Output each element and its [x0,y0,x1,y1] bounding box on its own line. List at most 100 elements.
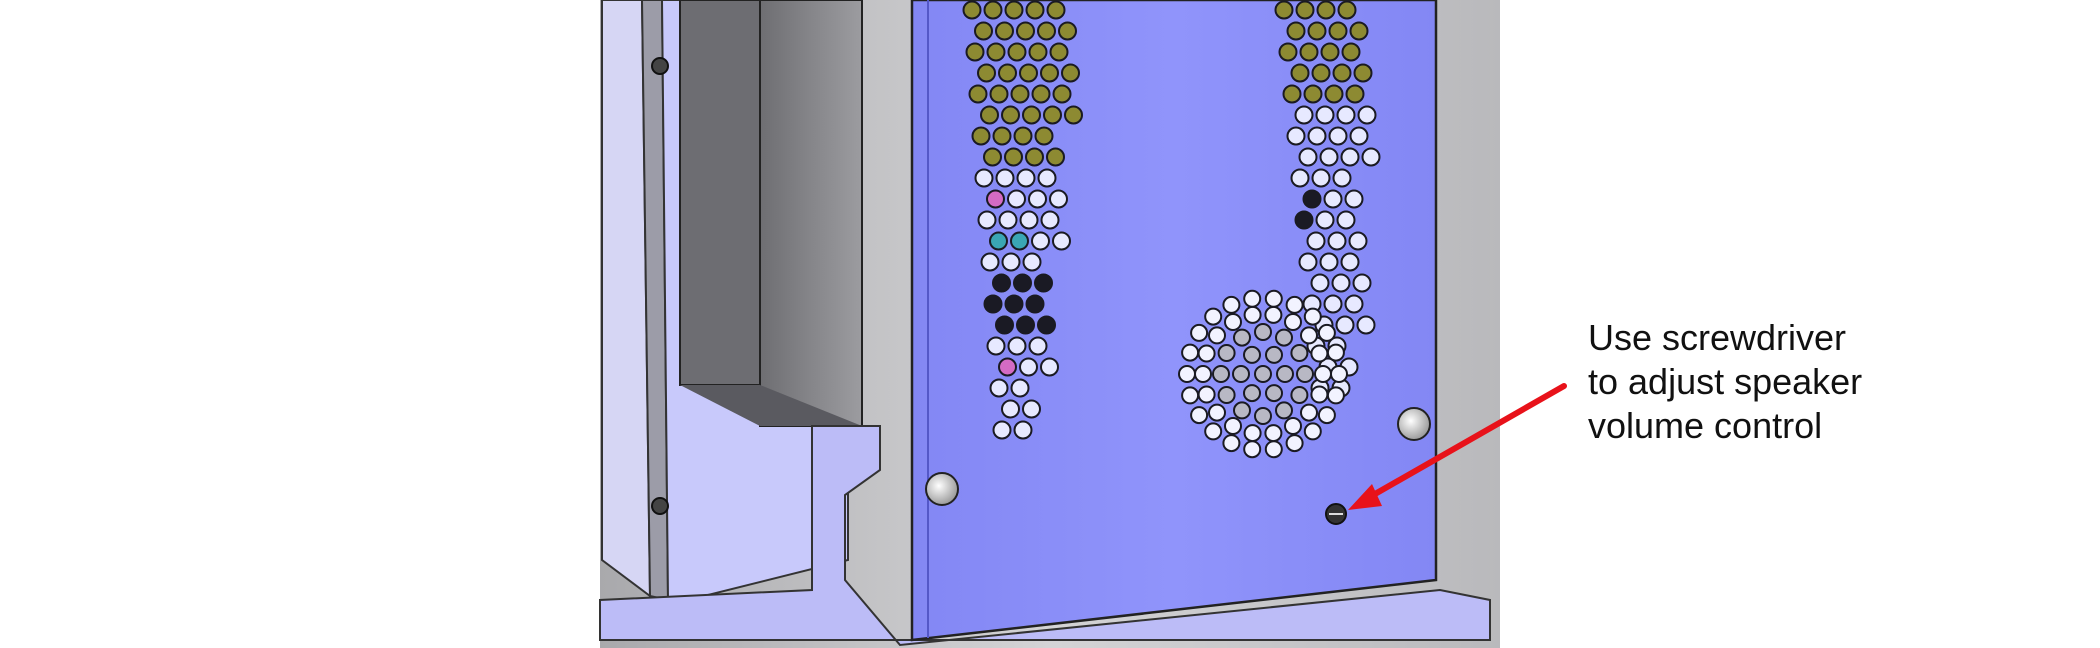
vent-hole [1224,417,1242,435]
vent-hole [1016,315,1035,335]
vent-hole [1004,294,1024,314]
vent-hole [1319,147,1339,167]
vent-hole [1307,126,1327,146]
vent-hole [1052,84,1072,104]
vent-hole [1040,63,1059,83]
vent-hole [998,357,1017,377]
base-bevel [599,425,1491,647]
vent-hole [983,0,1003,20]
vent-hole [1286,21,1306,41]
arrow-icon [1348,383,1567,510]
vent-hole [1031,84,1051,104]
vent-hole [1049,189,1068,209]
vent-hole [1302,189,1322,209]
vent-hole [1310,385,1329,404]
vent-hole [1326,386,1345,405]
vent-hole [1194,365,1212,383]
vent-hole [1204,307,1223,326]
vent-hole [1317,406,1336,425]
vent-hole [1043,105,1062,125]
vent-hole [1286,126,1306,146]
vent-hole [1028,336,1048,356]
vent-hole [1004,0,1024,20]
vent-hole [1265,384,1283,403]
panel-knob-left [925,472,959,506]
vent-hole [995,315,1014,335]
vent-hole [1352,273,1372,293]
vent-hole [980,105,999,125]
vent-hole [1276,365,1294,383]
vent-hole [989,378,1009,398]
vent-hole [989,84,1009,104]
vent-hole [1040,210,1060,230]
vent-hole [1037,315,1056,335]
vent-hole [1049,42,1069,62]
vent-hole [1323,294,1343,314]
vent-hole [1285,295,1304,314]
vent-hole [1336,105,1356,125]
vent-hole [1013,273,1032,293]
vent-hole [1232,365,1250,383]
vent-hole [1217,386,1236,404]
vent-hole [1007,336,1027,356]
vent-hole [1299,42,1319,62]
vent-hole [1314,365,1332,383]
vent-hole [1275,328,1293,347]
vent-hole [1025,147,1044,167]
vent-hole [1337,0,1357,20]
vent-hole [1243,384,1261,403]
vent-hole [1296,365,1314,383]
annotation-line-2: to adjust speaker [1588,361,1863,402]
vent-hole [998,63,1017,83]
vent-hole [1311,63,1331,83]
vent-hole [1019,357,1038,377]
vent-hole [1328,21,1348,41]
vent-hole [968,84,988,104]
vent-hole [1300,403,1318,422]
vent-hole [995,168,1015,188]
vent-hole [1264,424,1283,443]
vent-hole [1284,417,1302,435]
vent-hole [983,147,1002,167]
vent-hole [1022,399,1041,419]
vent-hole [1022,252,1042,272]
vent-hole [1208,403,1226,422]
vent-hole [1341,42,1361,62]
vent-hole [974,168,994,188]
vent-hole [1316,0,1336,20]
annotation-text: Use screwdriver to adjust speaker volume… [1588,316,2008,448]
panel-knob-right [1397,407,1431,441]
vent-hole [962,0,982,20]
vent-hole [1016,168,1036,188]
vent-hole [1028,42,1048,62]
vent-hole [1058,21,1077,41]
vent-hole [1178,365,1196,383]
vent-hole [1274,0,1294,20]
vent-hole [1290,63,1310,83]
vent-hole [1040,357,1059,377]
vent-hole [977,210,997,230]
vent-hole [1311,168,1331,188]
vent-hole [992,420,1012,440]
vent-hole [1224,313,1242,331]
vent-hole [1190,323,1209,342]
mounting-screw-icon [651,497,669,515]
vent-hole [992,273,1011,293]
vent-hole [1282,84,1302,104]
vent-hole [1303,84,1323,104]
vent-hole [1349,21,1369,41]
vent-hole [1025,294,1045,314]
vent-hole [1004,147,1023,167]
vent-hole [1016,21,1035,41]
vent-hole [1317,323,1336,342]
vent-hole [1007,42,1027,62]
vent-hole [1336,210,1356,230]
vent-hole [1197,344,1216,363]
vent-hole [1046,0,1066,20]
annotation-line-1: Use screwdriver [1588,317,1847,358]
vent-hole [1046,147,1065,167]
vent-hole [1064,105,1083,125]
vent-hole [1022,105,1041,125]
vent-hole [1298,147,1318,167]
vent-hole [1001,105,1020,125]
